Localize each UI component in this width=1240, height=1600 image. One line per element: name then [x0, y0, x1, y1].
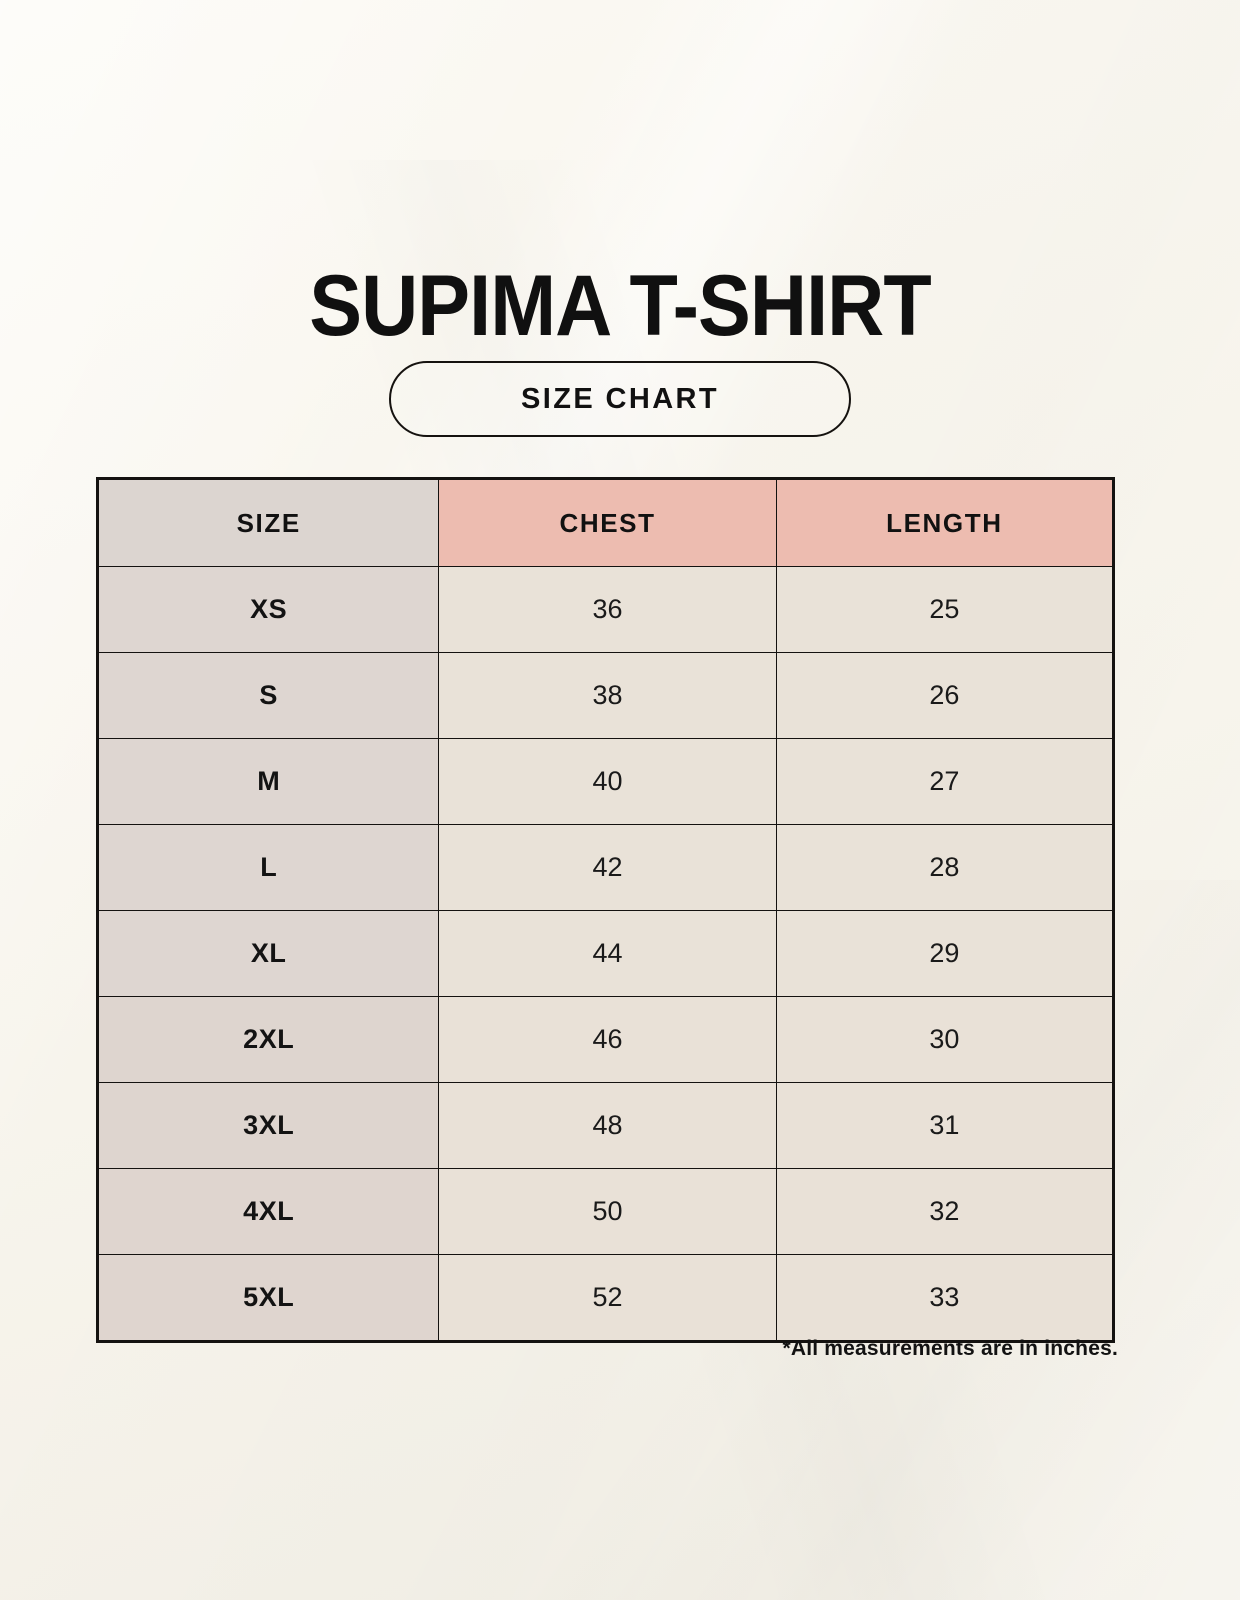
cell-chest: 50: [438, 1168, 777, 1255]
cell-length: 31: [775, 1082, 1115, 1169]
cell-length: 27: [775, 738, 1115, 825]
badge-container: SIZE CHART: [0, 361, 1240, 437]
table-row: S 38 26: [96, 652, 1115, 739]
table-row: L 42 28: [96, 824, 1115, 911]
table-row: 4XL 50 32: [96, 1168, 1115, 1255]
size-chart-table: SIZE CHEST LENGTH XS 36 25 S 38 26 M: [96, 477, 1115, 1343]
cell-size: M: [96, 738, 440, 825]
cell-size: 2XL: [96, 996, 440, 1083]
table-row: XS 36 25: [96, 566, 1115, 653]
cell-chest: 36: [438, 566, 777, 653]
column-header-chest: CHEST: [438, 478, 777, 567]
cell-size: S: [96, 652, 440, 739]
cell-length: 29: [775, 910, 1115, 997]
table-row: 2XL 46 30: [96, 996, 1115, 1083]
cell-chest: 44: [438, 910, 777, 997]
size-chart-badge-label: SIZE CHART: [521, 382, 719, 415]
cell-chest: 46: [438, 996, 777, 1083]
page-title: SUPIMA T-SHIRT: [309, 257, 931, 354]
cell-size: XL: [96, 910, 440, 997]
cell-length: 28: [775, 824, 1115, 911]
cell-chest: 52: [438, 1254, 777, 1342]
table-body: XS 36 25 S 38 26 M 40 27 L 42 28: [96, 566, 1115, 1342]
cell-size: 3XL: [96, 1082, 440, 1169]
size-chart-badge: SIZE CHART: [389, 361, 851, 437]
table-header: SIZE CHEST LENGTH: [96, 478, 1115, 567]
cell-length: 25: [775, 566, 1115, 653]
table-row: 3XL 48 31: [96, 1082, 1115, 1169]
column-header-size: SIZE: [96, 478, 440, 567]
cell-chest: 38: [438, 652, 777, 739]
size-chart-table-container: SIZE CHEST LENGTH XS 36 25 S 38 26 M: [96, 477, 1115, 1343]
cell-length: 26: [775, 652, 1115, 739]
table-row: M 40 27: [96, 738, 1115, 825]
table-row: XL 44 29: [96, 910, 1115, 997]
column-header-length: LENGTH: [775, 478, 1115, 567]
cell-length: 33: [775, 1254, 1115, 1342]
cell-chest: 40: [438, 738, 777, 825]
cell-length: 30: [775, 996, 1115, 1083]
measurements-footnote: *All measurements are in inches.: [782, 1337, 1118, 1360]
cell-length: 32: [775, 1168, 1115, 1255]
cell-size: L: [96, 824, 440, 911]
table-header-row: SIZE CHEST LENGTH: [96, 478, 1115, 567]
cell-size: 4XL: [96, 1168, 440, 1255]
cell-size: 5XL: [96, 1254, 440, 1342]
cell-chest: 42: [438, 824, 777, 911]
table-row: 5XL 52 33: [96, 1254, 1115, 1342]
cell-chest: 48: [438, 1082, 777, 1169]
cell-size: XS: [96, 566, 440, 653]
